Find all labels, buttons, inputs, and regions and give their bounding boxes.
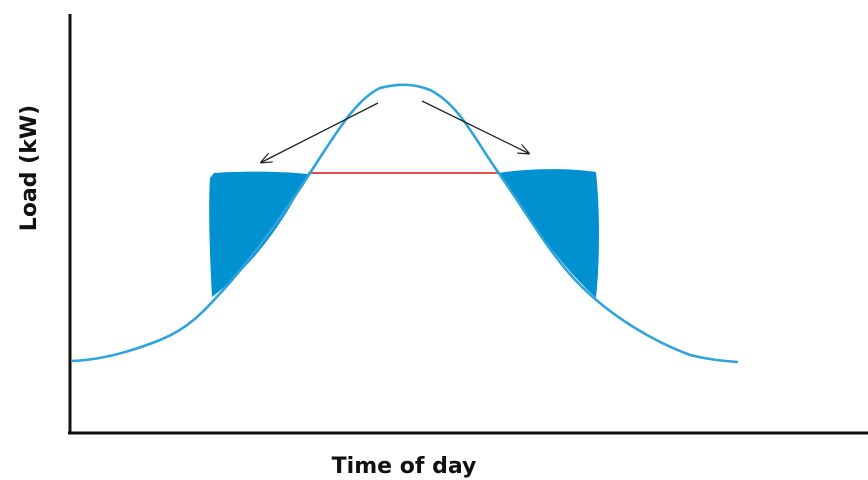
shift-arrow-right xyxy=(421,100,528,153)
shifted-load-area-left xyxy=(209,171,308,297)
shift-arrow-left xyxy=(262,102,379,162)
y-axis-label: Load (kW) xyxy=(17,105,42,231)
shifted-load-area-right xyxy=(498,169,599,298)
load-curve xyxy=(71,83,739,364)
x-axis-label: Time of day xyxy=(332,454,477,479)
